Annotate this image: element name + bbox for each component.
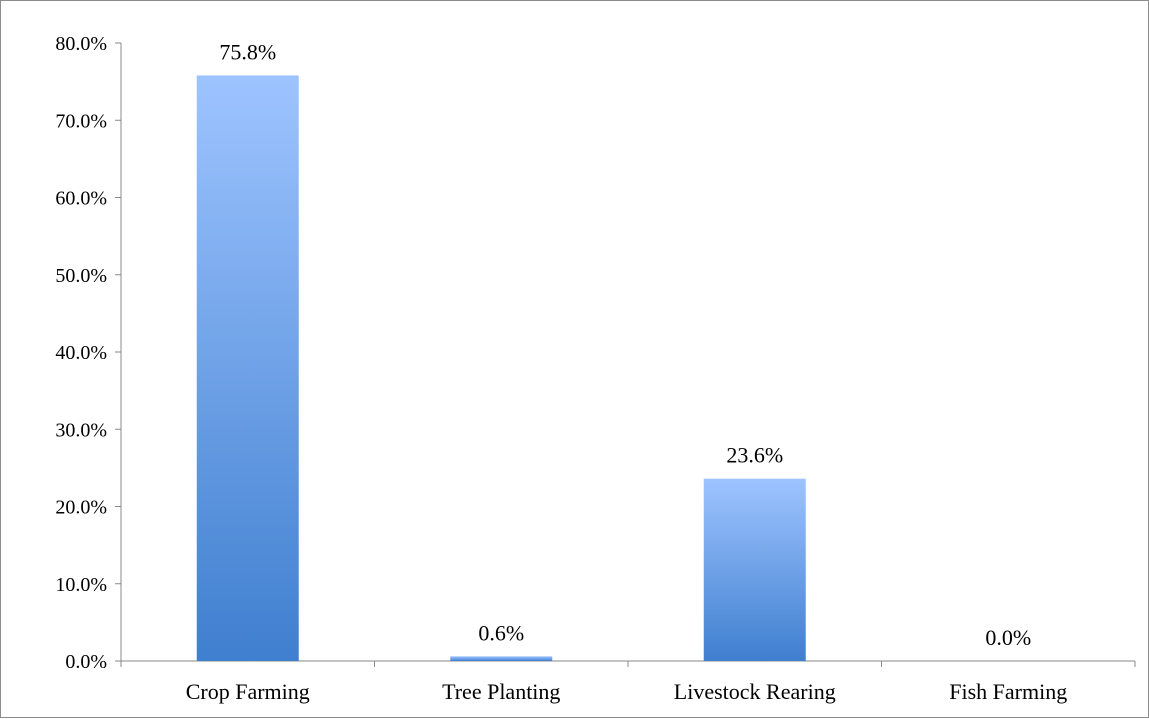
x-category-label: Crop Farming — [186, 679, 310, 704]
x-category-label: Livestock Rearing — [674, 679, 836, 704]
y-tick-label: 60.0% — [55, 188, 107, 210]
y-tick-label: 50.0% — [55, 265, 107, 287]
bar — [703, 478, 806, 661]
labels: 0.0% 10.0% 20.0% 30.0% 40.0% 50.0% 60.0% 70.0% 8… — [55, 33, 1067, 704]
data-label: 0.0% — [985, 625, 1031, 650]
x-category-label: Fish Farming — [949, 679, 1067, 704]
y-tick-label: 70.0% — [55, 110, 107, 132]
y-tick-label: 80.0% — [55, 33, 107, 55]
bar — [450, 656, 553, 661]
y-tick-label: 40.0% — [55, 342, 107, 364]
data-label: 75.8% — [219, 39, 276, 64]
bars — [196, 75, 806, 661]
data-label: 23.6% — [726, 443, 783, 468]
y-tick-label: 10.0% — [55, 574, 107, 596]
y-tick-label: 0.0% — [65, 651, 107, 673]
data-label: 0.6% — [478, 620, 524, 645]
y-tick-label: 30.0% — [55, 419, 107, 441]
x-category-label: Tree Planting — [442, 679, 560, 704]
bar — [196, 75, 299, 661]
y-tick-label: 20.0% — [55, 497, 107, 519]
